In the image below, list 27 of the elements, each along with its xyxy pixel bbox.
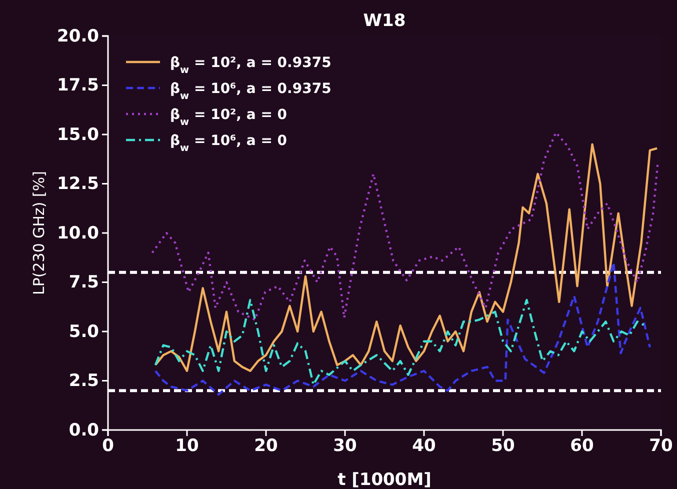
y-tick-label: 20.0 <box>57 26 100 46</box>
y-tick-label: 5.0 <box>68 322 100 342</box>
legend-label: β$_{w}$ = 10², a = 0.9375 <box>170 55 332 76</box>
line-series <box>154 298 646 386</box>
x-tick-label: 10 <box>175 436 199 456</box>
x-tick-label: 70 <box>649 436 673 456</box>
y-tick-label: 15.0 <box>57 124 100 145</box>
y-tick-label: 7.5 <box>68 272 99 293</box>
y-tick-label: 10.0 <box>57 223 100 244</box>
x-tick-label: 30 <box>333 436 357 456</box>
legend-label: β$_{w}$ = 10², a = 0 <box>170 107 288 128</box>
line-series <box>151 131 659 321</box>
y-tick-label: 17.5 <box>57 76 99 96</box>
x-tick-label: 60 <box>570 436 594 456</box>
line-series <box>154 261 652 396</box>
legend-label: β$_{w}$ = 10⁶, a = 0.9375 <box>170 81 332 102</box>
chart-title: W18 <box>363 11 406 31</box>
y-axis-title: LP(230 GHz) [%] <box>30 170 48 296</box>
y-tick-label: 2.5 <box>68 371 99 392</box>
x-tick-label: 20 <box>254 436 278 456</box>
x-tick-label: 40 <box>412 436 436 456</box>
legend-label: β$_{w}$ = 10⁶, a = 0 <box>170 133 288 154</box>
x-tick-label: 0 <box>102 436 114 456</box>
y-tick-label: 0.0 <box>68 420 100 440</box>
x-tick-label: 50 <box>491 436 515 456</box>
y-tick-label: 12.5 <box>57 174 99 194</box>
x-axis-title: t [1000M] <box>338 470 432 489</box>
